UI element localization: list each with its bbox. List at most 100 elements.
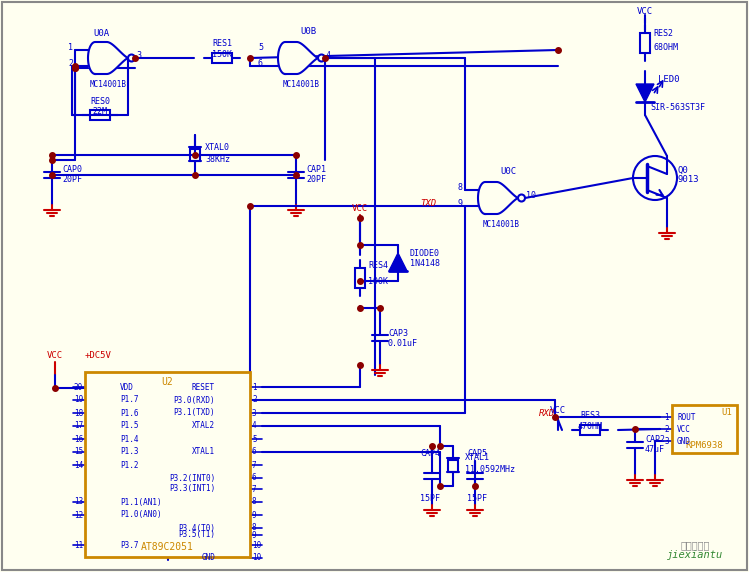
Text: 7: 7 — [252, 484, 257, 494]
Bar — [190, 149, 200, 161]
Text: 20PF: 20PF — [62, 176, 82, 185]
Circle shape — [518, 194, 525, 201]
Text: TXD: TXD — [420, 200, 436, 209]
Bar — [85, 372, 250, 557]
Text: MC14001B: MC14001B — [483, 220, 520, 229]
Text: DIODE0: DIODE0 — [410, 249, 440, 259]
Text: 11: 11 — [73, 541, 83, 550]
Text: U1: U1 — [721, 408, 732, 417]
Text: 6: 6 — [258, 59, 263, 69]
Text: P1.1(AN1): P1.1(AN1) — [120, 498, 162, 506]
Text: 10: 10 — [252, 541, 261, 550]
Text: 9: 9 — [458, 200, 463, 209]
Text: 16: 16 — [73, 435, 83, 443]
Text: 10: 10 — [252, 554, 261, 562]
Text: CAP5: CAP5 — [467, 449, 487, 458]
Text: 6: 6 — [252, 447, 257, 456]
Text: U2: U2 — [162, 377, 173, 387]
Text: 8: 8 — [458, 184, 463, 193]
Text: VCC: VCC — [677, 424, 691, 434]
Text: 20PF: 20PF — [306, 176, 326, 185]
Text: CAP2: CAP2 — [645, 435, 665, 444]
Text: 5: 5 — [258, 43, 263, 53]
Text: 5: 5 — [252, 435, 257, 443]
Bar — [580, 425, 600, 435]
Text: VCC: VCC — [47, 351, 63, 360]
Text: U0A: U0A — [93, 29, 109, 38]
Text: RES4: RES4 — [368, 261, 388, 271]
Text: XTAL1: XTAL1 — [465, 454, 490, 463]
Text: 11.0592MHz: 11.0592MHz — [465, 466, 515, 475]
Text: CAP4: CAP4 — [420, 449, 440, 458]
Text: 1: 1 — [664, 412, 669, 422]
Text: RES1: RES1 — [212, 39, 232, 49]
Bar — [212, 53, 232, 63]
Text: 电子发烧友: 电子发烧友 — [680, 540, 710, 550]
Bar — [355, 268, 365, 288]
Text: 0.01uF: 0.01uF — [388, 339, 418, 348]
Text: 18: 18 — [73, 408, 83, 418]
Text: 7: 7 — [252, 460, 257, 470]
Text: RES2: RES2 — [653, 29, 673, 38]
Text: 13: 13 — [73, 498, 83, 506]
Text: P3.1(TXD): P3.1(TXD) — [173, 408, 215, 418]
Text: VCC: VCC — [637, 7, 653, 16]
Text: 1: 1 — [68, 43, 73, 53]
Polygon shape — [278, 42, 317, 74]
Text: 2: 2 — [68, 59, 73, 69]
Text: ROUT: ROUT — [677, 412, 696, 422]
Text: P3.2(INT0): P3.2(INT0) — [169, 474, 215, 483]
Text: MC14001B: MC14001B — [283, 80, 320, 89]
Polygon shape — [389, 253, 407, 271]
Text: P1.5: P1.5 — [120, 422, 139, 431]
Polygon shape — [88, 42, 127, 74]
Text: 9013: 9013 — [677, 176, 699, 185]
Text: 8: 8 — [252, 523, 257, 533]
Text: 470HM: 470HM — [577, 422, 602, 431]
Text: 12: 12 — [73, 510, 83, 519]
Text: 9: 9 — [252, 510, 257, 519]
Text: RPM6938: RPM6938 — [685, 441, 724, 450]
Text: P1.4: P1.4 — [120, 435, 139, 443]
Text: CAP0: CAP0 — [62, 165, 82, 174]
Text: SIR-563ST3F: SIR-563ST3F — [650, 102, 705, 112]
Text: AT89C2051: AT89C2051 — [141, 542, 194, 552]
Text: GND: GND — [201, 554, 215, 562]
Text: XTAL1: XTAL1 — [192, 447, 215, 456]
Text: MC14001B: MC14001B — [90, 80, 127, 89]
Text: 10: 10 — [526, 192, 536, 201]
Text: P1.6: P1.6 — [120, 408, 139, 418]
Text: 19: 19 — [73, 395, 83, 404]
Polygon shape — [478, 182, 517, 214]
Text: 100K: 100K — [368, 277, 388, 287]
Text: 15: 15 — [73, 447, 83, 456]
Text: 3: 3 — [252, 408, 257, 418]
Text: CAP1: CAP1 — [306, 165, 326, 174]
Text: 68OHM: 68OHM — [653, 42, 678, 51]
Circle shape — [128, 54, 135, 62]
Text: XTAL0: XTAL0 — [205, 142, 230, 152]
Text: 14: 14 — [73, 460, 83, 470]
Text: VDD: VDD — [120, 383, 134, 391]
Text: U0B: U0B — [300, 27, 316, 36]
Text: 22M: 22M — [92, 107, 108, 116]
Text: 3: 3 — [136, 51, 141, 61]
Text: P1.2: P1.2 — [120, 460, 139, 470]
Text: 6: 6 — [252, 474, 257, 483]
Bar — [672, 405, 737, 453]
Text: 8: 8 — [252, 498, 257, 506]
Text: 2: 2 — [664, 424, 669, 434]
Text: P1.0(AN0): P1.0(AN0) — [120, 510, 162, 519]
Text: 1N4148: 1N4148 — [410, 260, 440, 268]
Text: RES0: RES0 — [90, 97, 110, 105]
Text: 3: 3 — [664, 436, 669, 446]
Text: P1.7: P1.7 — [120, 395, 139, 404]
Text: P1.3: P1.3 — [120, 447, 139, 456]
Text: P3.4(T0): P3.4(T0) — [178, 523, 215, 533]
Text: XTAL2: XTAL2 — [192, 422, 215, 431]
Text: RESET: RESET — [192, 383, 215, 391]
Text: 2: 2 — [252, 395, 257, 404]
Text: 38KHz: 38KHz — [205, 154, 230, 164]
Text: GND: GND — [677, 436, 691, 446]
Text: U0C: U0C — [500, 167, 516, 176]
